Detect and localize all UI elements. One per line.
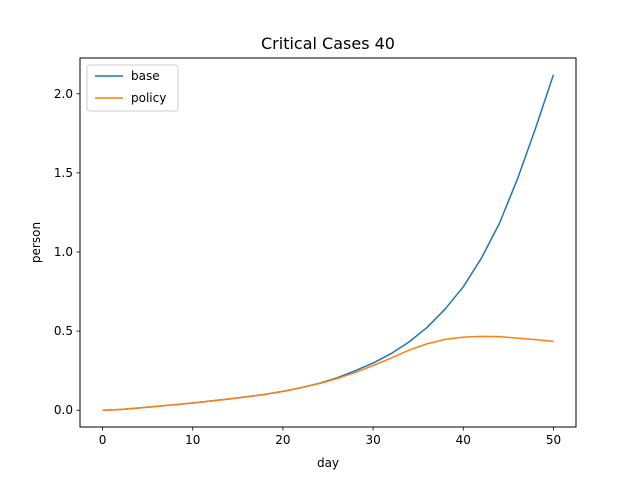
x-tick-label: 30 bbox=[365, 433, 380, 447]
x-tick-label: 40 bbox=[456, 433, 471, 447]
legend: base policy bbox=[86, 64, 179, 112]
x-tick-label: 50 bbox=[546, 433, 561, 447]
legend-label-base: base bbox=[131, 69, 160, 83]
series-layer bbox=[102, 74, 555, 411]
chart-title: Critical Cases 40 bbox=[261, 34, 395, 53]
x-tick-label: 10 bbox=[185, 433, 200, 447]
plot-frame bbox=[79, 57, 577, 428]
x-tick-label: 20 bbox=[275, 433, 290, 447]
y-tick-label: 0.0 bbox=[54, 403, 73, 417]
x-axis-ticks: 0 10 20 30 40 50 bbox=[99, 427, 561, 447]
series-line-policy bbox=[102, 335, 554, 411]
x-axis-label: day bbox=[317, 456, 339, 470]
y-tick-label: 2.0 bbox=[54, 87, 73, 101]
y-tick-label: 1.0 bbox=[54, 245, 73, 259]
y-axis-ticks: 0.0 0.5 1.0 1.5 2.0 bbox=[54, 87, 80, 417]
x-tick-label: 0 bbox=[99, 433, 107, 447]
legend-label-policy: policy bbox=[131, 91, 166, 105]
y-axis-label: person bbox=[29, 222, 43, 263]
y-tick-label: 1.5 bbox=[54, 166, 73, 180]
y-tick-label: 0.5 bbox=[54, 324, 73, 338]
